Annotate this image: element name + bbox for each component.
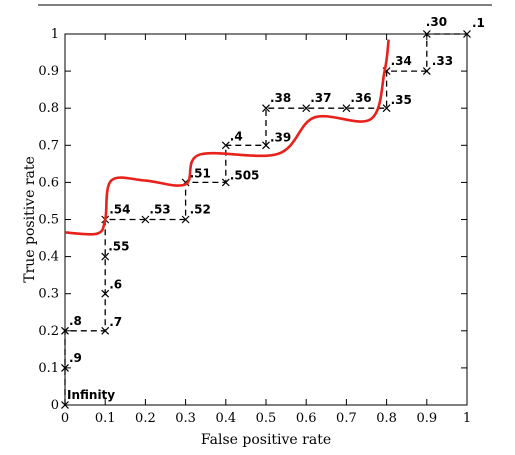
y-axis-label: True positive rate bbox=[22, 156, 38, 283]
y-tick-label: 0.7 bbox=[38, 138, 59, 153]
step-point-marker bbox=[302, 104, 311, 113]
x-tick-label: 0.4 bbox=[215, 411, 236, 426]
point-label: .36 bbox=[350, 91, 371, 105]
y-tick-label: 0.3 bbox=[38, 287, 59, 302]
x-tick-label: 1 bbox=[463, 411, 471, 426]
point-label: .55 bbox=[108, 240, 129, 254]
point-labels: Infinity .9 .8 .7 .6 .55 .54 .53 .52 .51 .505 .4 .39… bbox=[67, 15, 485, 402]
point-label: .38 bbox=[270, 91, 291, 105]
x-tick-label: 0.5 bbox=[256, 411, 277, 426]
step-point-marker bbox=[221, 178, 230, 187]
point-label: .54 bbox=[109, 203, 130, 217]
point-label: .9 bbox=[69, 351, 82, 365]
y-tick-label: 0 bbox=[51, 398, 59, 413]
curve-series bbox=[64, 39, 390, 236]
point-label: .52 bbox=[190, 203, 211, 217]
step-line bbox=[64, 33, 467, 405]
x-tick-label: 0.8 bbox=[376, 411, 397, 426]
point-label: .39 bbox=[270, 130, 291, 144]
axis-tick-labels: 0 0.1 0.2 0.3 0.4 0.5 0.6 0.7 0.8 0.9 1 0 0.1 0.2 0.3 0… bbox=[38, 27, 471, 426]
point-label: Infinity bbox=[67, 388, 115, 402]
step-point-marker bbox=[101, 289, 110, 298]
x-tick-label: 0.3 bbox=[175, 411, 196, 426]
x-tick-label: 0.6 bbox=[296, 411, 317, 426]
step-point-marker bbox=[101, 326, 110, 335]
step-point-marker bbox=[101, 252, 110, 261]
x-tick-label: 0.1 bbox=[95, 411, 116, 426]
x-axis-label: False positive rate bbox=[201, 432, 331, 448]
y-tick-label: 0.5 bbox=[38, 213, 59, 228]
step-series bbox=[61, 30, 471, 409]
step-point-marker bbox=[342, 104, 351, 113]
axis-ticks bbox=[64, 33, 468, 406]
x-tick-label: 0.7 bbox=[336, 411, 357, 426]
point-label: .1 bbox=[472, 16, 485, 30]
step-point-marker bbox=[181, 215, 190, 224]
step-point-marker bbox=[221, 141, 230, 150]
point-label: .33 bbox=[432, 54, 453, 68]
step-point-marker bbox=[422, 67, 431, 76]
step-point-marker bbox=[61, 326, 69, 335]
step-point-marker bbox=[262, 141, 270, 150]
point-label: .8 bbox=[69, 314, 82, 328]
point-label: .6 bbox=[109, 278, 122, 292]
y-tick-label: 0.9 bbox=[38, 64, 59, 79]
point-label: .30 bbox=[426, 15, 447, 29]
point-label: .4 bbox=[230, 129, 243, 143]
step-point-marker bbox=[262, 104, 270, 113]
point-label: .37 bbox=[310, 91, 331, 105]
point-label: .35 bbox=[391, 93, 412, 107]
y-tick-label: 0.8 bbox=[38, 101, 59, 116]
point-label: .34 bbox=[391, 54, 412, 68]
y-tick-label: 1 bbox=[51, 27, 59, 42]
step-point-marker bbox=[382, 104, 391, 113]
point-label: .505 bbox=[230, 168, 260, 182]
x-tick-label: 0 bbox=[61, 411, 69, 426]
point-label: .51 bbox=[190, 166, 211, 180]
y-tick-label: 0.2 bbox=[38, 324, 59, 339]
step-point-marker bbox=[422, 30, 431, 38]
point-label: .53 bbox=[149, 203, 170, 217]
y-tick-label: 0.1 bbox=[38, 361, 59, 376]
y-tick-label: 0.6 bbox=[38, 175, 59, 190]
y-tick-label: 0.4 bbox=[38, 250, 59, 265]
step-point-marker bbox=[61, 401, 69, 409]
x-tick-label: 0.9 bbox=[416, 411, 437, 426]
smooth-curve-line bbox=[64, 39, 390, 236]
x-tick-label: 0.2 bbox=[135, 411, 156, 426]
step-point-marker bbox=[463, 30, 471, 38]
step-point-marker bbox=[141, 215, 150, 224]
step-point-marker bbox=[61, 363, 69, 372]
point-label: .7 bbox=[109, 315, 122, 329]
